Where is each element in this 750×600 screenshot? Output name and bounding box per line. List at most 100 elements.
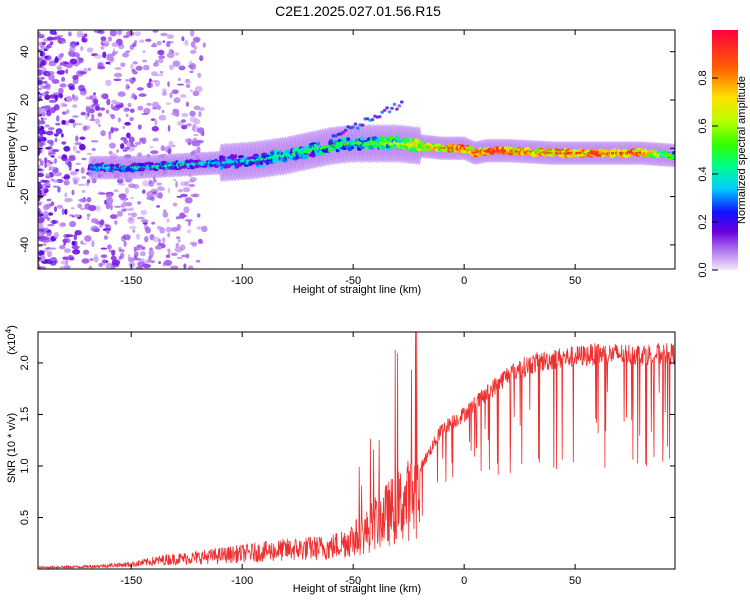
spectrogram-noise-blob	[136, 87, 144, 91]
spectrogram-noise-blob	[99, 191, 102, 195]
spectrogram-noise-blob	[132, 229, 136, 233]
spectrogram-noise-blob	[186, 101, 189, 107]
spectrogram-noise-blob	[48, 127, 55, 131]
spectrogram-noise-blob	[165, 226, 173, 233]
snr-frame	[37, 331, 676, 570]
spectrogram-noise-blob	[75, 168, 80, 172]
spectrogram-noise-blob	[50, 201, 55, 207]
spectrogram-noise-blob	[177, 239, 181, 243]
spectrogram-noise-blob	[110, 266, 115, 269]
spectrogram-branch-cell	[387, 110, 392, 114]
spectrogram-noise-blob	[148, 181, 155, 187]
spectrogram-noise-blob	[113, 72, 123, 78]
spectrogram-noise-blob	[72, 115, 79, 118]
spectrogram-noise-blob	[107, 244, 112, 250]
spectrogram-noise-blob	[38, 87, 42, 91]
spectrogram-noise-blob	[134, 251, 139, 257]
spectrogram-noise-blob	[184, 197, 193, 204]
snr-x-axis-label: Height of straight line (km)	[293, 583, 421, 595]
spectrogram-noise-blob	[125, 113, 129, 117]
spectrogram-noise-blob	[52, 185, 59, 188]
spectrogram-noise-blob	[39, 52, 44, 57]
spectrogram-noise-blob	[68, 31, 72, 37]
spectrogram-noise-blob	[172, 144, 176, 148]
spectrogram-noise-blob	[79, 136, 86, 140]
spectrogram-noise-blob	[71, 240, 76, 246]
spectrogram-noise-blob	[196, 146, 201, 154]
spectrogram-noise-blob	[110, 203, 113, 211]
spectrogram-noise-blob	[45, 130, 54, 136]
y-tick-label: 1.5	[19, 407, 31, 422]
spectrogram-noise-blob	[121, 208, 126, 212]
spectrogram-noise-blob	[79, 143, 86, 151]
spectrogram-noise-blob	[152, 107, 158, 110]
spectrogram-noise-blob	[190, 30, 195, 37]
spectrogram-noise-blob	[81, 189, 86, 193]
y-tick-label: 0	[19, 145, 31, 151]
spectrogram-noise-blob	[143, 64, 150, 71]
spectrogram-noise-blob	[176, 195, 183, 198]
spectrogram-noise-blob	[87, 217, 90, 220]
spectrogram-noise-blob	[57, 93, 64, 99]
spectrogram-noise-blob	[156, 182, 162, 186]
spectrogram-noise-blob	[59, 54, 64, 59]
spectrogram-noise-blob	[136, 216, 145, 220]
spectrogram-noise-blob	[86, 152, 93, 155]
spectrogram-noise-blob	[128, 262, 136, 268]
spectrogram-noise-blob	[116, 149, 119, 153]
spectrogram-noise-blob	[84, 235, 92, 242]
spectrogram-noise-blob	[200, 131, 205, 136]
spectrogram-noise-blob	[150, 260, 155, 264]
spectrogram-branch-cell	[343, 128, 348, 132]
spectrogram-noise-blob	[130, 197, 135, 200]
spectrogram-noise-blob	[152, 62, 159, 67]
spectrogram-noise-blob	[61, 208, 65, 216]
spectrogram-noise-blob	[46, 233, 50, 237]
spectrogram-noise-blob	[78, 57, 84, 64]
spectrogram-noise-blob	[152, 236, 160, 243]
spectrogram-noise-blob	[120, 197, 129, 201]
spectrogram-noise-blob	[175, 181, 179, 188]
spectrogram-noise-blob	[72, 104, 78, 109]
spectrogram-noise-blob	[47, 159, 51, 163]
spectrogram-noise-blob	[193, 118, 201, 125]
spectrogram-ridge-cell	[253, 155, 259, 158]
spectrogram-noise-blob	[64, 208, 68, 215]
spectrogram-noise-blob	[81, 258, 90, 264]
spectrogram-noise-blob	[43, 183, 51, 187]
spectrogram-noise-blob	[157, 192, 163, 199]
spectrogram-noise-blob	[188, 64, 194, 68]
spectrogram-noise-blob	[80, 167, 85, 174]
spectrogram-noise-blob	[69, 214, 74, 217]
spectrogram-noise-blob	[46, 217, 51, 221]
spectrogram-noise-blob	[197, 72, 202, 79]
spectrogram-noise-blob	[170, 265, 179, 269]
spectrogram-noise-blob	[86, 179, 91, 184]
spectrogram-noise-blob	[44, 157, 48, 164]
spectrogram-noise-blob	[168, 140, 174, 148]
spectrogram-noise-blob	[153, 137, 159, 142]
spectrogram-branch-cell	[385, 106, 389, 110]
spectrogram-noise-blob	[60, 260, 68, 265]
spectrogram-branch-cell	[329, 138, 333, 142]
spectrogram-ridge-cell	[414, 138, 419, 144]
spectrogram-branch-cell	[356, 126, 360, 130]
spectrogram-noise-blob	[48, 99, 57, 103]
spectrogram-noise-blob	[180, 94, 187, 98]
spectrogram-noise-blob	[75, 135, 79, 142]
spectrogram-branch-cell	[360, 123, 365, 127]
spectrogram-noise-blob	[54, 206, 57, 213]
snr-y-ticks: 0.5 1.0 1.5 2.0	[19, 355, 675, 525]
spectrogram-noise-blob	[105, 202, 111, 210]
spectrogram-noise-blob	[83, 33, 88, 38]
spectrogram-noise-blob	[114, 128, 118, 132]
spectrogram-noise-blob	[202, 42, 206, 48]
spectrogram-noise-blob	[38, 48, 43, 52]
spectrogram-noise-blob	[102, 258, 106, 266]
spectrogram-noise-blob	[129, 225, 137, 230]
spectrogram-frame	[37, 29, 676, 270]
spectrogram-noise-blob	[38, 129, 46, 135]
spectrogram-noise-blob	[198, 238, 203, 244]
spectrogram-noise-blob	[125, 50, 131, 53]
spectrogram-noise-blob	[68, 119, 75, 123]
